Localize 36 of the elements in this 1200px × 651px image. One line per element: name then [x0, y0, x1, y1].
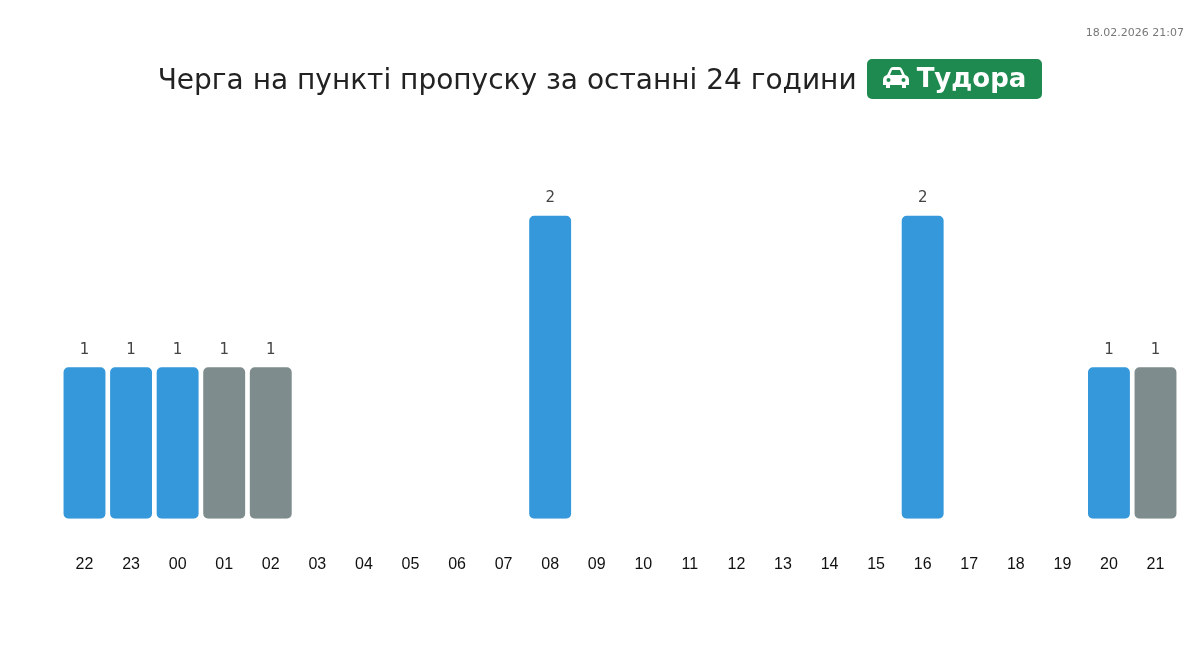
data-label: 2 [917, 188, 928, 207]
data-label: 1 [265, 339, 276, 358]
chart-subtitle: Тудора [916, 63, 1027, 93]
text: 18.02.2026 21:07 [1085, 26, 1184, 39]
data-label: 1 [172, 339, 183, 358]
x-tick-label: 05 [401, 554, 420, 572]
data-label: 2 [545, 188, 555, 207]
x-tick-label: 04 [354, 554, 373, 572]
x-tick-label: 18 [1006, 554, 1025, 572]
x-tick-label: 23 [122, 554, 141, 572]
x-tick-label: 09 [587, 554, 606, 572]
data-label: 1 [1104, 339, 1114, 358]
x-tick-label: 14 [820, 554, 839, 572]
x-tick-label: 11 [681, 554, 699, 572]
x-tick-label: 22 [75, 554, 94, 572]
x-tick-label: 03 [308, 554, 327, 572]
x-tick-label: 07 [494, 554, 513, 572]
x-tick-label: 19 [1053, 554, 1072, 572]
x-tick-label: 13 [774, 554, 792, 572]
x-tick-label: 06 [448, 554, 467, 572]
x-tick-label: 15 [867, 554, 886, 572]
x-tick-label: 00 [168, 554, 187, 572]
data-label: 1 [219, 339, 229, 358]
data-label: 1 [1150, 339, 1161, 358]
chart-title: Черга на пункті пропуску за останні 24 години [157, 62, 857, 96]
x-tick-label: 20 [1100, 554, 1118, 572]
x-tick-label: 16 [913, 554, 932, 572]
x-tick-label: 10 [634, 554, 653, 572]
x-tick-label: 12 [727, 554, 746, 572]
x-tick-label: 01 [215, 554, 234, 572]
x-tick-label: 08 [541, 554, 560, 572]
x-tick-label: 21 [1146, 554, 1165, 572]
data-label: 1 [126, 339, 136, 358]
data-label: 1 [79, 339, 90, 358]
x-tick-label: 17 [960, 554, 979, 572]
x-tick-label: 02 [261, 554, 280, 572]
